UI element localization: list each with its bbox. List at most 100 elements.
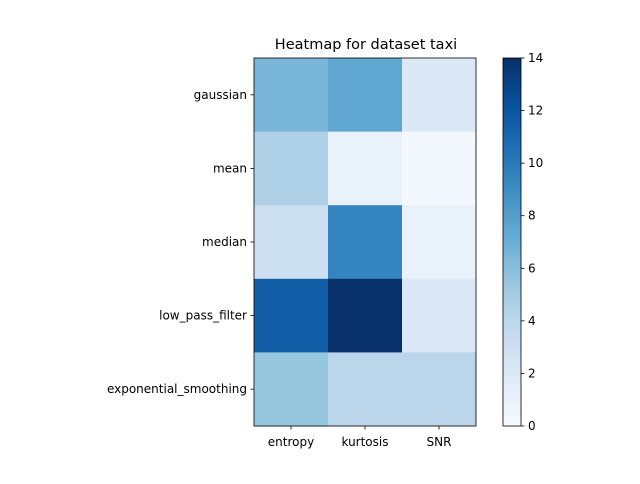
colorbar-segment <box>503 326 521 330</box>
colorbar-segment <box>503 323 521 327</box>
colorbar-tick-label: 4 <box>528 314 536 328</box>
colorbar-segment <box>503 418 521 422</box>
colorbar-segment <box>503 247 521 251</box>
colorbar-segment <box>503 65 521 70</box>
heatmap-cell-gaussian-entropy <box>254 58 329 133</box>
colorbar-segment <box>503 68 521 72</box>
colorbar-tick-label: 0 <box>528 419 536 433</box>
colorbar-segment <box>503 239 521 243</box>
colorbar-segment <box>503 307 521 311</box>
colorbar-segment <box>503 294 521 298</box>
row-label-gaussian: gaussian <box>194 88 247 102</box>
colorbar-segment <box>503 276 521 280</box>
colorbar-segment <box>503 252 521 256</box>
colorbar-segment <box>503 118 521 122</box>
colorbar-segment <box>503 305 521 309</box>
colorbar-segment <box>503 178 521 183</box>
colorbar-segment <box>503 365 521 369</box>
colorbar-segment <box>503 134 521 138</box>
colorbar-segment <box>503 107 521 112</box>
heatmap-cell-exponential_smoothing-entropy <box>254 352 329 427</box>
colorbar-segment <box>503 244 521 248</box>
colorbar-segment <box>503 131 521 135</box>
column-label-entropy: entropy <box>268 435 314 449</box>
colorbar-segment <box>503 102 521 106</box>
colorbar-tick-label: 6 <box>528 261 536 275</box>
colorbar-segment <box>503 218 521 222</box>
heatmap-cell-median-entropy <box>254 205 329 280</box>
heatmap-cell-gaussian-SNR <box>402 58 477 133</box>
heatmap-cell-exponential_smoothing-kurtosis <box>328 352 403 427</box>
colorbar-segment <box>503 344 521 348</box>
colorbar-segment <box>503 242 521 246</box>
colorbar-segment <box>503 155 521 159</box>
colorbar-segment <box>503 189 521 193</box>
colorbar-segment <box>503 144 521 148</box>
colorbar-segment <box>503 397 521 401</box>
colorbar-segment <box>503 97 521 101</box>
colorbar-segment <box>503 423 521 427</box>
colorbar-segment <box>503 389 521 393</box>
colorbar-segment <box>503 394 521 398</box>
colorbar-segment <box>503 318 521 322</box>
colorbar-segment <box>503 202 521 206</box>
colorbar-segment <box>503 334 521 338</box>
column-label-kurtosis: kurtosis <box>341 435 388 449</box>
colorbar-segment <box>503 228 521 233</box>
colorbar-segment <box>503 399 521 403</box>
colorbar-segment <box>503 349 521 353</box>
colorbar-segment <box>503 381 521 385</box>
colorbar-segment <box>503 315 521 319</box>
colorbar-segment <box>503 402 521 406</box>
colorbar-segment <box>503 181 521 185</box>
heatmap-cell-mean-kurtosis <box>328 131 403 206</box>
colorbar-segment <box>503 355 521 359</box>
colorbar-segment <box>503 223 521 227</box>
colorbar-segment <box>503 249 521 254</box>
colorbar-segment <box>503 89 521 93</box>
colorbar-segment <box>503 312 521 317</box>
colorbar-segment <box>503 265 521 269</box>
colorbar-segment <box>503 160 521 164</box>
heatmap-cell-median-kurtosis <box>328 205 403 280</box>
colorbar-segment <box>503 357 521 361</box>
colorbar-segment <box>503 186 521 191</box>
colorbar-segment <box>503 320 521 325</box>
colorbar-segment <box>503 176 521 180</box>
colorbar-segment <box>503 299 521 304</box>
colorbar-segment <box>503 142 521 146</box>
colorbar-segment <box>503 378 521 382</box>
row-label-low_pass_filter: low_pass_filter <box>159 309 247 323</box>
heatmap-cell-mean-SNR <box>402 131 477 206</box>
colorbar-segment <box>503 139 521 143</box>
colorbar-segment <box>503 207 521 212</box>
colorbar-segment <box>503 84 521 88</box>
colorbar-segment <box>503 136 521 141</box>
colorbar-segment <box>503 281 521 285</box>
colorbar-segment <box>503 147 521 151</box>
colorbar-segment <box>503 194 521 198</box>
colorbar-tick-label: 14 <box>528 51 543 65</box>
colorbar-segment <box>503 391 521 396</box>
colorbar-segment <box>503 347 521 351</box>
colorbar-segment <box>503 192 521 196</box>
colorbar-segment <box>503 205 521 209</box>
colorbar-segment <box>503 163 521 167</box>
colorbar-segment <box>503 284 521 288</box>
colorbar-segment <box>503 331 521 335</box>
colorbar-segment <box>503 370 521 375</box>
row-label-exponential_smoothing: exponential_smoothing <box>107 382 247 396</box>
colorbar-segment <box>503 255 521 259</box>
colorbar-segment <box>503 60 521 64</box>
colorbar-segment <box>503 165 521 169</box>
colorbar-segment <box>503 410 521 414</box>
colorbar-segment <box>503 234 521 238</box>
colorbar-segment <box>503 63 521 67</box>
colorbar-segment <box>503 412 521 417</box>
colorbar-segment <box>503 128 521 133</box>
heatmap-cell-mean-entropy <box>254 131 329 206</box>
colorbar-segment <box>503 263 521 267</box>
colorbar-segment <box>503 123 521 127</box>
colorbar-segment <box>503 376 521 380</box>
colorbar-segment <box>503 373 521 377</box>
